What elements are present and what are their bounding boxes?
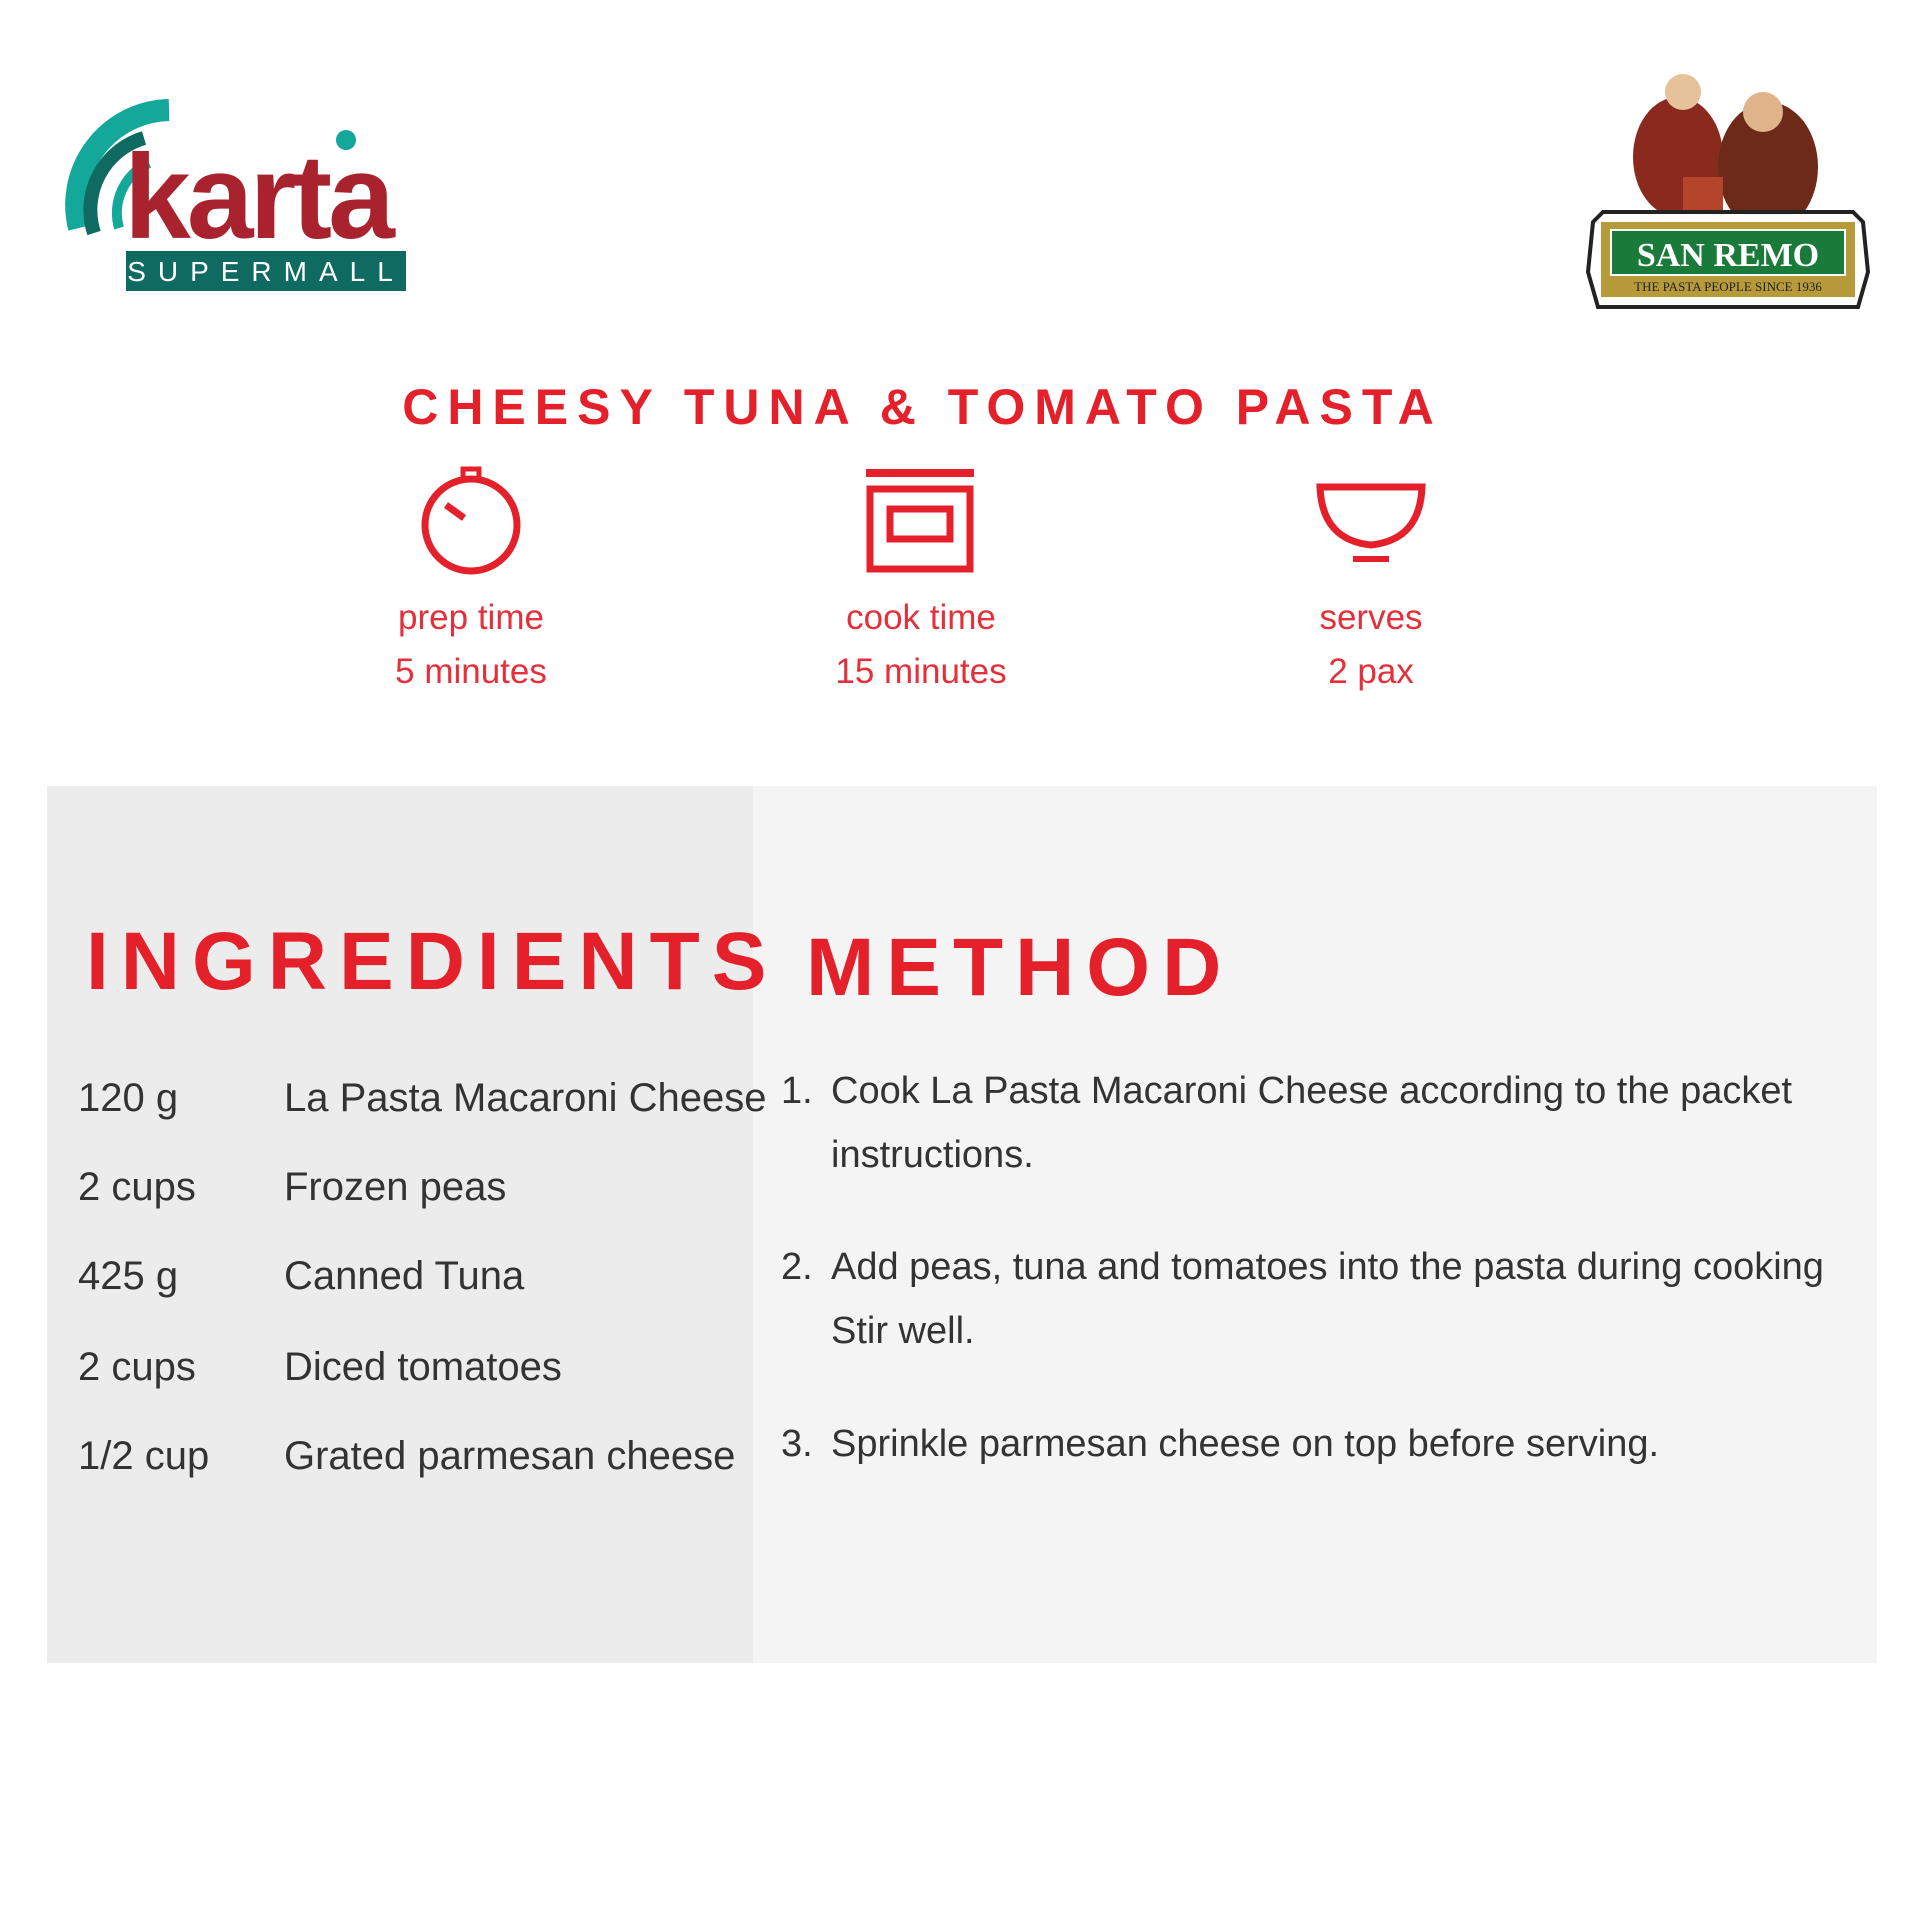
karta-supermall-logo: karta SUPERMALL bbox=[49, 88, 411, 293]
bowl-icon bbox=[1316, 483, 1426, 562]
step-text: instructions. bbox=[831, 1134, 1034, 1176]
meta-value: 2 pax bbox=[1328, 652, 1414, 691]
meta-prep-time: prep time 5 minutes bbox=[321, 465, 621, 699]
ingredient-qty: 120 g bbox=[78, 1076, 179, 1120]
recipe-title: CHEESY TUNA & TOMATO PASTA bbox=[402, 379, 1443, 435]
ingredient-item: Grated parmesan cheese bbox=[284, 1434, 736, 1478]
step-number: 3. bbox=[781, 1423, 813, 1465]
meta-cook-time: cook time 15 minutes bbox=[771, 465, 1071, 699]
san-remo-logo: SAN REMO THE PASTA PEOPLE SINCE 1936 bbox=[1583, 67, 1873, 312]
svg-text:SUPERMALL: SUPERMALL bbox=[127, 256, 405, 287]
ingredient-qty: 2 cups bbox=[78, 1345, 196, 1389]
meta-label: prep time bbox=[398, 598, 544, 637]
svg-text:THE PASTA PEOPLE SINCE 1936: THE PASTA PEOPLE SINCE 1936 bbox=[1634, 279, 1822, 294]
step-text: Cook La Pasta Macaroni Cheese according … bbox=[831, 1070, 1793, 1112]
ingredients-heading: INGREDIENTS bbox=[86, 916, 779, 1007]
ingredient-qty: 1/2 cup bbox=[78, 1434, 210, 1478]
step-number: 2. bbox=[781, 1246, 813, 1288]
meta-serves: serves 2 pax bbox=[1221, 465, 1521, 699]
meta-value: 5 minutes bbox=[395, 652, 547, 691]
oven-icon bbox=[866, 469, 974, 573]
ingredient-item: La Pasta Macaroni Cheese bbox=[284, 1076, 767, 1120]
step-text: Add peas, tuna and tomatoes into the pas… bbox=[831, 1246, 1824, 1288]
method-heading: METHOD bbox=[806, 922, 1234, 1013]
step-number: 1. bbox=[781, 1070, 813, 1112]
ingredient-qty: 425 g bbox=[78, 1254, 179, 1298]
ingredient-item: Diced tomatoes bbox=[284, 1345, 562, 1389]
ingredients-panel bbox=[47, 786, 753, 1663]
svg-text:SAN REMO: SAN REMO bbox=[1637, 237, 1819, 274]
step-text: Sprinkle parmesan cheese on top before s… bbox=[831, 1423, 1660, 1465]
ingredient-qty: 2 cups bbox=[78, 1165, 196, 1209]
meta-label: cook time bbox=[846, 598, 996, 637]
step-text: Stir well. bbox=[831, 1310, 975, 1352]
ingredient-item: Canned Tuna bbox=[284, 1254, 525, 1298]
meta-value: 15 minutes bbox=[835, 652, 1007, 691]
stopwatch-icon bbox=[421, 466, 521, 575]
svg-text:karta: karta bbox=[124, 130, 396, 264]
meta-label: serves bbox=[1319, 598, 1423, 637]
ingredient-item: Frozen peas bbox=[284, 1165, 507, 1209]
